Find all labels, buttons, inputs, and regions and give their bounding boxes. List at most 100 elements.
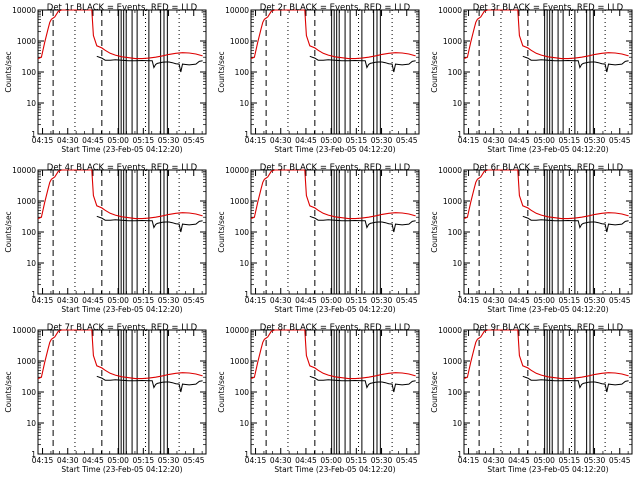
y-tick-label: 100 [235,388,250,397]
x-tick-label: 04:30 [483,296,505,305]
x-tick-label: 04:45 [82,136,104,145]
y-tick-label: 1 [244,450,249,459]
y-tick-label: 1 [31,130,36,139]
lld-series-line [37,329,203,380]
y-tick-label: 10 [452,99,462,108]
x-tick-label: 04:30 [57,296,79,305]
x-tick-label: 05:45 [396,136,418,145]
y-tick-label: 100 [22,228,37,237]
y-tick-label: 10000 [438,166,462,175]
x-tick-label: 04:45 [295,136,317,145]
y-tick-label: 1000 [230,37,249,46]
panel-title: Det 7r BLACK = Events, RED = LLD [47,323,198,333]
lld-series-line [37,169,203,220]
x-tick-label: 04:45 [508,456,530,465]
panel-1: 1 10 100 1000 10000 04:15 04:30 04:45 05:00 05:15… [4,3,207,154]
x-tick-label: 04:15 [245,296,267,305]
y-tick-label: 1 [244,130,249,139]
y-tick-label: 1000 [230,197,249,206]
x-tick-label: 04:15 [32,136,54,145]
panel-2: 1 10 100 1000 10000 04:15 04:30 04:45 05:00 05:15… [217,3,420,154]
y-tick-label: 10 [452,419,462,428]
x-tick-label: 05:45 [609,296,631,305]
x-tick-label: 05:15 [133,136,155,145]
x-axis-label: Start Time (23-Feb-05 04:12:20) [274,465,395,474]
y-tick-label: 1000 [443,37,462,46]
y-tick-label: 10000 [12,166,36,175]
x-axis-label: Start Time (23-Feb-05 04:12:20) [61,465,182,474]
y-axis-label: Counts/sec [430,211,439,252]
events-series-line [522,55,629,73]
panel-title: Det 2r BLACK = Events, RED = LLD [260,3,411,13]
y-tick-label: 1 [457,130,462,139]
y-axis-label: Counts/sec [217,371,226,412]
lld-series-line [250,9,416,60]
y-tick-label: 10 [26,259,36,268]
x-tick-label: 05:30 [584,456,606,465]
panel-7: 1 10 100 1000 10000 04:15 04:30 04:45 05:00 05:15… [4,323,207,474]
y-tick-label: 1 [457,450,462,459]
x-tick-label: 05:45 [183,296,205,305]
x-tick-label: 05:15 [133,296,155,305]
events-series-line [309,215,416,233]
lld-series-line [250,329,416,380]
x-tick-label: 04:30 [483,456,505,465]
y-tick-label: 100 [22,68,37,77]
events-series-line [309,55,416,73]
events-series-line [309,375,416,393]
panel-9: 1 10 100 1000 10000 04:15 04:30 04:45 05:00 05:15… [430,323,633,474]
x-tick-label: 04:45 [508,136,530,145]
x-tick-label: 05:15 [559,136,581,145]
x-tick-label: 05:45 [183,136,205,145]
lld-series-line [463,329,629,380]
panel-title: Det 1r BLACK = Events, RED = LLD [47,3,198,13]
y-axis-label: Counts/sec [217,211,226,252]
x-tick-label: 04:15 [32,296,54,305]
x-tick-label: 04:30 [270,136,292,145]
x-tick-label: 05:45 [396,456,418,465]
x-tick-label: 05:30 [371,136,393,145]
x-axis-label: Start Time (23-Feb-05 04:12:20) [61,305,182,314]
x-tick-label: 05:00 [320,456,342,465]
y-tick-label: 1000 [230,357,249,366]
x-axis-label: Start Time (23-Feb-05 04:12:20) [487,305,608,314]
x-tick-label: 04:45 [82,296,104,305]
x-tick-label: 05:30 [158,136,180,145]
events-series-line [96,215,203,233]
x-tick-label: 04:15 [458,296,480,305]
events-series-line [522,375,629,393]
y-tick-label: 1000 [17,37,36,46]
panel-title: Det 6r BLACK = Events, RED = LLD [473,163,624,173]
y-tick-label: 1000 [17,357,36,366]
x-tick-label: 04:15 [32,456,54,465]
events-series-line [522,215,629,233]
y-tick-label: 100 [22,388,37,397]
x-axis-label: Start Time (23-Feb-05 04:12:20) [274,145,395,154]
y-tick-label: 100 [235,228,250,237]
x-tick-label: 05:15 [559,296,581,305]
panel-title: Det 9r BLACK = Events, RED = LLD [473,323,624,333]
x-tick-label: 05:00 [107,136,129,145]
x-tick-label: 05:30 [158,296,180,305]
panel-title: Det 8r BLACK = Events, RED = LLD [260,323,411,333]
x-tick-label: 04:15 [245,456,267,465]
y-tick-label: 10000 [12,6,36,15]
y-tick-label: 10 [452,259,462,268]
panel-title: Det 3r BLACK = Events, RED = LLD [473,3,624,13]
x-tick-label: 04:45 [295,296,317,305]
x-tick-label: 04:30 [57,456,79,465]
y-tick-label: 1 [244,290,249,299]
y-tick-label: 10000 [225,166,249,175]
x-tick-label: 04:45 [295,456,317,465]
x-tick-label: 04:30 [270,456,292,465]
y-tick-label: 1 [31,290,36,299]
y-tick-label: 10000 [12,326,36,335]
y-axis-label: Counts/sec [430,371,439,412]
x-tick-label: 05:15 [346,296,368,305]
y-tick-label: 10000 [225,326,249,335]
y-tick-label: 1 [457,290,462,299]
x-tick-label: 05:45 [183,456,205,465]
x-axis-label: Start Time (23-Feb-05 04:12:20) [487,145,608,154]
x-tick-label: 05:30 [371,456,393,465]
lld-series-line [250,169,416,220]
